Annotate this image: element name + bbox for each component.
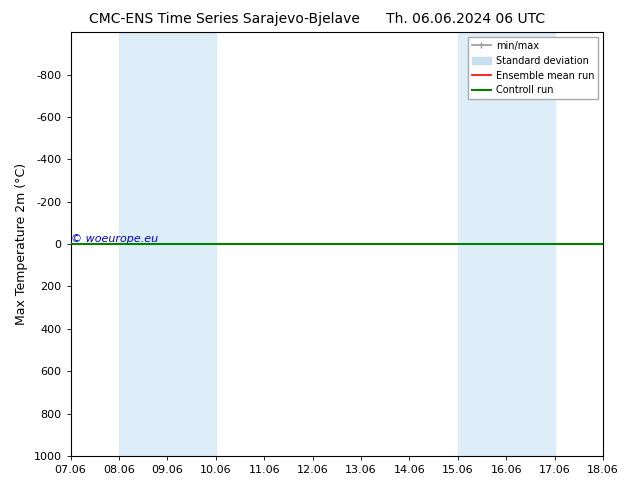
Bar (507, 32, 555, 456)
Bar (119, 32, 167, 456)
Bar (167, 32, 216, 456)
Y-axis label: Max Temperature 2m (°C): Max Temperature 2m (°C) (15, 163, 28, 325)
Text: CMC-ENS Time Series Sarajevo-Bjelave      Th. 06.06.2024 06 UTC: CMC-ENS Time Series Sarajevo-Bjelave Th.… (89, 12, 545, 26)
Legend: min/max, Standard deviation, Ensemble mean run, Controll run: min/max, Standard deviation, Ensemble me… (468, 37, 598, 99)
Text: © woeurope.eu: © woeurope.eu (70, 234, 158, 244)
Bar (458, 32, 507, 456)
